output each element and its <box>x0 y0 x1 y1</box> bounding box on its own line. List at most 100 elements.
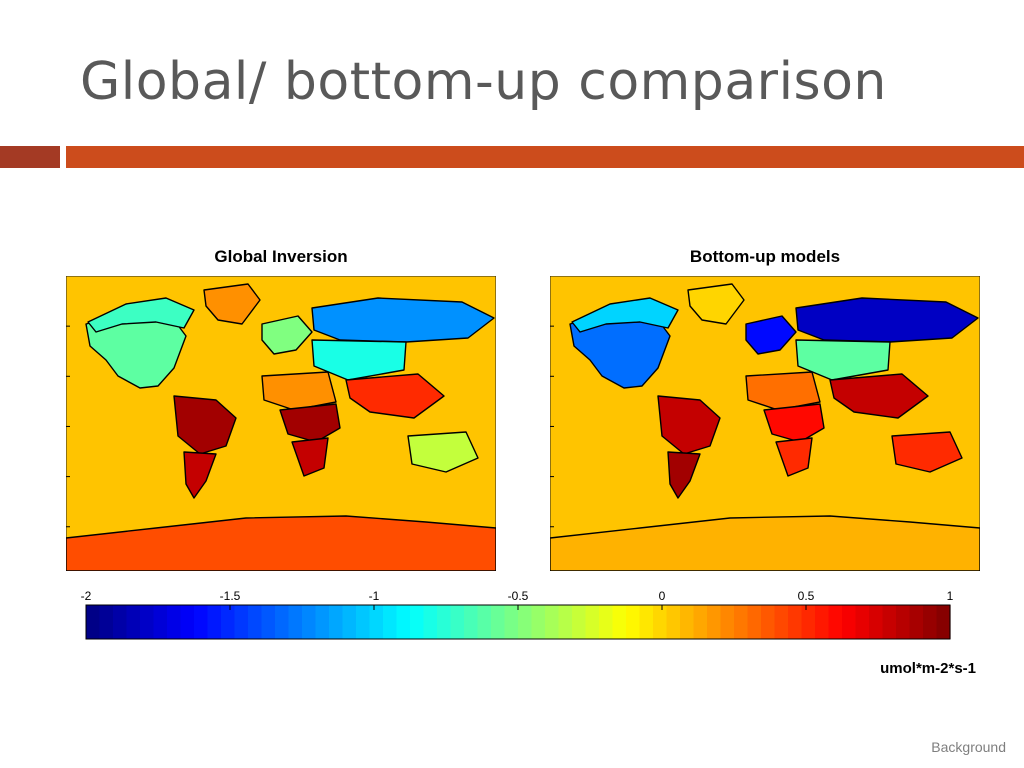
region-southern-africa <box>291 437 329 477</box>
map-title-bottom-up-models: Bottom-up models <box>689 247 841 266</box>
colorbar-swatch <box>126 605 141 639</box>
colorbar-swatch <box>774 605 789 639</box>
colorbar-swatch <box>599 605 614 639</box>
colorbar-swatch <box>909 605 924 639</box>
title-accent-bar-right <box>66 146 1024 168</box>
colorbar-swatch <box>369 605 384 639</box>
colorbar-swatch <box>86 605 101 639</box>
colorbar-swatch <box>518 605 533 639</box>
colorbar-swatch <box>437 605 452 639</box>
colorbar: -2 -1.5 -1 -0.5 0 0.5 1 <box>81 589 954 640</box>
colorbar-swatch <box>342 605 357 639</box>
colorbar-swatch <box>801 605 816 639</box>
colorbar-swatch <box>585 605 600 639</box>
colorbar-swatch <box>329 605 344 639</box>
colorbar-swatch <box>653 605 668 639</box>
title-accent-bar-left <box>0 146 60 168</box>
colorbar-tick-label: -1.5 <box>220 589 241 603</box>
region-central-asia <box>311 339 407 381</box>
colorbar-swatch <box>464 605 479 639</box>
colorbar-swatch <box>423 605 438 639</box>
colorbar-swatch <box>207 605 222 639</box>
region-south-america-south <box>667 451 701 499</box>
colorbar-swatch <box>545 605 560 639</box>
colorbar-swatch <box>855 605 870 639</box>
colorbar-swatch <box>747 605 762 639</box>
colorbar-swatch <box>261 605 276 639</box>
colorbar-swatch <box>302 605 317 639</box>
colorbar-tick-label: 1 <box>947 589 954 603</box>
colorbar-swatch <box>626 605 641 639</box>
colorbar-swatch <box>666 605 681 639</box>
colorbar-swatch <box>410 605 425 639</box>
colorbar-swatch <box>882 605 897 639</box>
region-antarctica <box>550 515 980 571</box>
colorbar-swatch <box>248 605 263 639</box>
colorbar-swatch <box>734 605 749 639</box>
region-southern-africa <box>775 437 813 477</box>
colorbar-swatch <box>491 605 506 639</box>
region-europe <box>261 315 313 355</box>
colorbar-swatch <box>356 605 371 639</box>
region-greenland <box>203 283 261 325</box>
colorbar-swatch <box>315 605 330 639</box>
colorbar-tick-label: -0.5 <box>508 589 529 603</box>
region-australia <box>891 431 963 473</box>
region-south-east-asia <box>829 373 929 419</box>
colorbar-swatch <box>504 605 519 639</box>
region-south-america-tropics <box>173 395 237 455</box>
colorbar-unit-label: umol*m-2*s-1 <box>880 660 976 677</box>
colorbar-tick-label: 0 <box>659 589 666 603</box>
colorbar-swatch <box>936 605 951 639</box>
colorbar-swatch <box>896 605 911 639</box>
region-europe <box>745 315 797 355</box>
colorbar-swatch <box>639 605 654 639</box>
bottom-up-models-map <box>550 276 980 571</box>
colorbar-tick-label: -2 <box>81 589 92 603</box>
colorbar-swatch <box>815 605 830 639</box>
colorbar-swatch <box>558 605 573 639</box>
region-australia <box>407 431 479 473</box>
colorbar-swatch <box>707 605 722 639</box>
colorbar-swatch <box>194 605 209 639</box>
colorbar-swatch <box>572 605 587 639</box>
footer-label: Background <box>931 739 1006 755</box>
region-south-east-asia <box>345 373 445 419</box>
colorbar-swatch <box>531 605 546 639</box>
colorbar-swatch <box>788 605 803 639</box>
colorbar-swatch <box>612 605 627 639</box>
region-boreal-north-america <box>571 297 679 333</box>
region-boreal-north-america <box>87 297 195 333</box>
region-tropical-africa <box>763 403 825 443</box>
colorbar-swatch <box>99 605 114 639</box>
colorbar-swatch <box>450 605 465 639</box>
colorbar-swatch <box>828 605 843 639</box>
colorbar-swatch <box>720 605 735 639</box>
colorbar-swatch <box>153 605 168 639</box>
colorbar-swatch <box>477 605 492 639</box>
colorbar-swatch <box>221 605 236 639</box>
colorbar-swatch <box>113 605 128 639</box>
region-south-america-south <box>183 451 217 499</box>
region-siberia-boreal-asia <box>311 297 495 343</box>
colorbar-swatch <box>396 605 411 639</box>
colorbar-swatch <box>869 605 884 639</box>
region-greenland <box>687 283 745 325</box>
map-title-global-inversion: Global Inversion <box>214 247 348 266</box>
region-tropical-africa <box>279 403 341 443</box>
global-inversion-map <box>66 276 496 571</box>
region-south-america-tropics <box>657 395 721 455</box>
colorbar-swatch <box>234 605 249 639</box>
colorbar-swatch <box>923 605 938 639</box>
colorbar-swatch <box>180 605 195 639</box>
colorbar-swatch <box>383 605 398 639</box>
colorbar-swatch <box>275 605 290 639</box>
colorbar-swatch <box>140 605 155 639</box>
region-antarctica <box>66 515 496 571</box>
colorbar-tick-label: -1 <box>369 589 380 603</box>
slide-title: Global/ bottom-up comparison <box>80 52 887 112</box>
colorbar-swatch <box>680 605 695 639</box>
region-central-asia <box>795 339 891 381</box>
colorbar-swatch <box>693 605 708 639</box>
colorbar-swatch <box>288 605 303 639</box>
